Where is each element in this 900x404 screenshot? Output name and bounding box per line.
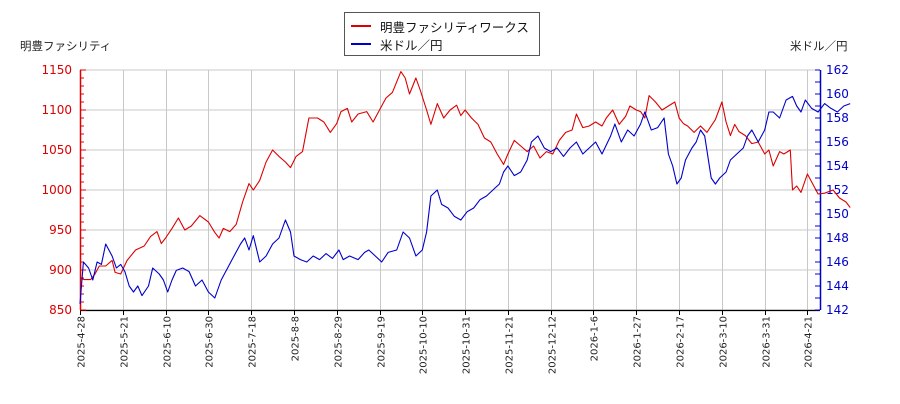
legend-item-usdjpy: 米ドル／円 [351, 35, 443, 53]
x-tick-label: 2025-12-12 [548, 316, 559, 374]
x-tick-label: 2025-8-8 [291, 316, 302, 361]
left-axis-tick-label: 850 [49, 303, 72, 317]
right-axis-tick-label: 154 [826, 159, 849, 173]
x-tick-label: 2025-5-21 [120, 316, 131, 368]
x-tick-label: 2026-2-17 [676, 316, 687, 368]
x-tick-label: 2025-11-21 [505, 316, 516, 374]
x-tick-label: 2026-1-6 [590, 316, 601, 361]
left-axis-tick-label: 1050 [41, 143, 72, 157]
right-axis-tick-label: 158 [826, 111, 849, 125]
legend-swatch-red [351, 25, 371, 27]
x-tick-label: 2026-3-31 [762, 316, 773, 368]
left-axis-tick-label: 1150 [41, 63, 72, 77]
legend-label-usdjpy: 米ドル／円 [380, 37, 443, 53]
right-axis-tick-label: 146 [826, 255, 849, 269]
right-axis-tick-label: 142 [826, 303, 849, 317]
legend-swatch-blue [351, 43, 371, 45]
legend-label-stock: 明豊ファシリティワークス [380, 19, 529, 35]
x-tick-label: 2025-4-28 [77, 316, 88, 368]
x-tick-label: 2025-7-18 [248, 316, 259, 368]
left-axis-tick-label: 950 [49, 223, 72, 237]
usdjpy-line [79, 95, 851, 305]
right-axis-tick-label: 150 [826, 207, 849, 221]
x-tick-label: 2025-10-31 [462, 316, 473, 374]
x-tick-label: 2025-6-30 [205, 316, 216, 368]
right-axis-tick-label: 144 [826, 279, 849, 293]
legend: 明豊ファシリティワークス 米ドル／円 [344, 12, 540, 56]
left-axis-tick-label: 900 [49, 263, 72, 277]
left-axis-title: 明豊ファシリティ [20, 39, 112, 53]
left-axis-tick-label: 1000 [41, 183, 72, 197]
x-tick-label: 2025-6-10 [163, 316, 174, 368]
x-tick-label: 2025-9-19 [377, 316, 388, 368]
right-axis-tick-label: 152 [826, 183, 849, 197]
right-axis-title: 米ドル／円 [790, 39, 848, 53]
x-tick-label: 2026-4-21 [804, 316, 815, 368]
stock-price-line [79, 71, 851, 281]
legend-item-stock: 明豊ファシリティワークス [351, 17, 529, 35]
right-axis-tick-label: 162 [826, 63, 849, 77]
right-axis-tick-label: 156 [826, 135, 849, 149]
right-axis-tick-label: 160 [826, 87, 849, 101]
x-tick-label: 2026-3-10 [719, 316, 730, 368]
x-tick-label: 2025-10-10 [419, 316, 430, 374]
x-tick-label: 2025-8-29 [334, 316, 345, 368]
left-axis-tick-label: 1100 [41, 103, 72, 117]
right-axis-tick-label: 148 [826, 231, 849, 245]
x-tick-label: 2026-1-27 [633, 316, 644, 368]
